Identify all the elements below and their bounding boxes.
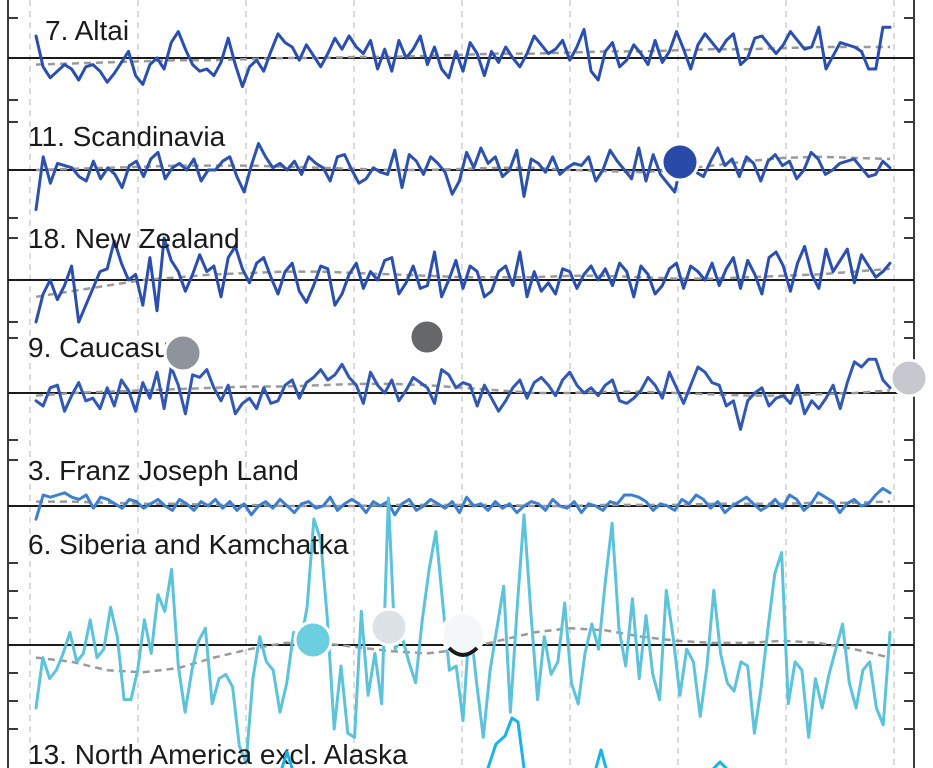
marker-3 [889, 358, 929, 398]
series-line-5 [34, 496, 892, 765]
panel-label-3: 9. Caucasus [28, 332, 184, 363]
panel-label-4: 3. Franz Joseph Land [28, 455, 299, 486]
trend-line-3 [35, 382, 891, 397]
marker-4 [293, 620, 333, 660]
marker-6-rim [447, 646, 479, 657]
trend-line-0 [35, 45, 890, 66]
series-line-3 [34, 357, 892, 431]
series-line-4 [34, 486, 892, 521]
partial-series-segment-2 [712, 760, 728, 768]
marker-0 [660, 142, 700, 182]
panel-label-1: 11. Scandinavia [28, 121, 226, 152]
panel-4: 3. Franz Joseph Land [8, 455, 914, 521]
panel-label-2: 18. New Zealand [28, 223, 240, 254]
markers [163, 142, 929, 660]
panel-label-0: 7. Altai [45, 15, 129, 46]
marker-5 [369, 607, 409, 647]
partial-series-segment-3 [280, 750, 294, 768]
partial-series-line [486, 716, 526, 768]
panel-label-5: 6. Siberia and Kamchatka [28, 529, 349, 560]
partial-panel: 13. North America excl. Alaska [28, 716, 728, 768]
trend-line-1 [35, 155, 891, 174]
panel-1: 11. Scandinavia [8, 121, 914, 212]
panel-label-north-america: 13. North America excl. Alaska [28, 739, 408, 768]
series-line-2 [34, 236, 892, 324]
trend-line-4 [36, 500, 891, 508]
panel-5: 6. Siberia and Kamchatka [8, 496, 914, 765]
series-line-0 [34, 25, 892, 89]
trend-line-2 [35, 267, 891, 299]
series-line-1 [34, 142, 892, 212]
panels: 7. Altai 11. Scandinavia 18. New Zealand 9.… [8, 15, 914, 765]
panel-3: 9. Caucasus [8, 332, 914, 431]
marker-1 [163, 333, 203, 373]
panel-0: 7. Altai [8, 15, 914, 89]
panel-2: 18. New Zealand [8, 223, 914, 324]
marker-2 [408, 318, 446, 356]
partial-series-segment-1 [594, 748, 608, 768]
